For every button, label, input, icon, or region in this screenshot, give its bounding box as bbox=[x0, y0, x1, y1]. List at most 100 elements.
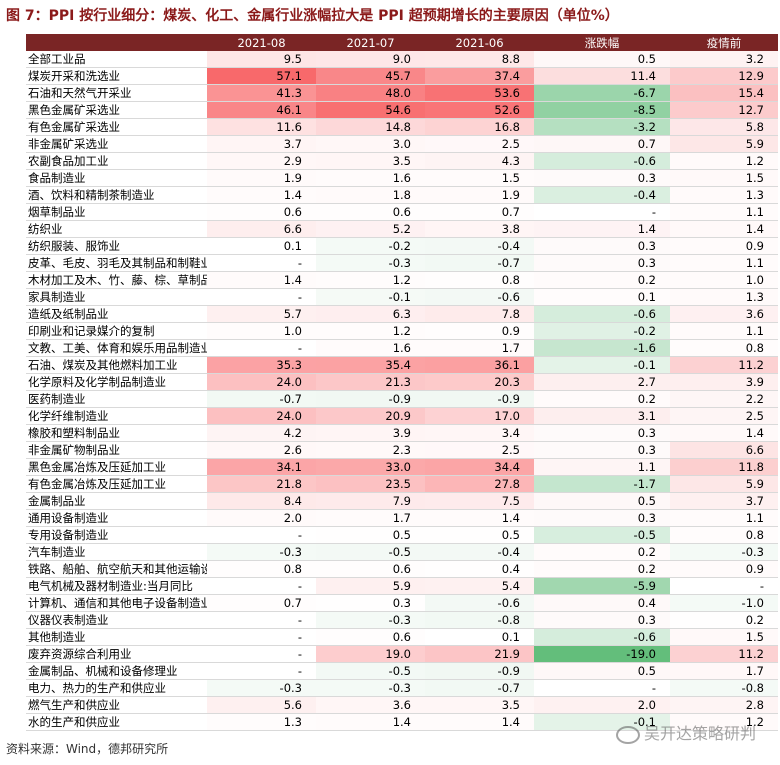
change-cell: -5.9 bbox=[534, 577, 670, 596]
value-2021-07-cell: 5.9 bbox=[316, 577, 425, 596]
value-2021-08-cell: 1.0 bbox=[207, 322, 316, 341]
value-2021-06-cell: 4.3 bbox=[425, 152, 534, 171]
industry-cell: 黑色金属冶炼及压延加工业 bbox=[26, 458, 207, 477]
industry-cell: 黑色金属矿采选业 bbox=[26, 101, 207, 120]
table-row: 食品制造业 1.9 1.6 1.5 0.3 1.5 bbox=[26, 169, 778, 188]
value-2021-08-cell: 9.5 bbox=[207, 51, 316, 69]
industry-cell: 纺织业 bbox=[26, 220, 207, 239]
industry-cell: 铁路、船舶、航空航天和其他运输设备制造业 bbox=[26, 560, 207, 579]
table-row: 文教、工美、体育和娱乐用品制造业 -1.6 1.7 -1.6 0.8 bbox=[26, 339, 778, 358]
pre-pandemic-cell: 0.9 bbox=[670, 237, 778, 256]
value-2021-06-cell: 7.5 bbox=[425, 492, 534, 511]
value-2021-06-cell: 0.9 bbox=[425, 322, 534, 341]
value-2021-07-cell: 2.3 bbox=[316, 441, 425, 460]
table-row: 化学纤维制造业 24.0 20.9 17.0 3.1 2.5 bbox=[26, 407, 778, 426]
value-2021-06-cell: -0.7 bbox=[425, 679, 534, 698]
pre-pandemic-cell: 1.1 bbox=[670, 254, 778, 273]
value-2021-07-cell: 7.9 bbox=[316, 492, 425, 511]
value-2021-07-cell: 3.6 bbox=[316, 696, 425, 715]
industry-cell: 非金属矿物制品业 bbox=[26, 441, 207, 460]
change-cell: 2.0 bbox=[534, 696, 670, 715]
header-cell-2021-07: 2021-07 bbox=[316, 34, 425, 51]
value-2021-07-cell: 1.2 bbox=[316, 271, 425, 290]
industry-cell: 煤炭开采和洗选业 bbox=[26, 67, 207, 86]
value-2021-07-cell: -0.3 bbox=[316, 679, 425, 698]
change-cell: 0.5 bbox=[534, 492, 670, 511]
value-2021-06-cell: 16.8 bbox=[425, 118, 534, 137]
value-2021-06-cell: 21.9 bbox=[425, 645, 534, 664]
value-2021-08-cell: 4.2 bbox=[207, 424, 316, 443]
change-cell: 1.1 bbox=[534, 458, 670, 477]
value-2021-06-cell: 8.8 bbox=[425, 51, 534, 69]
table-row: 纺织业 6.6 5.2 3.8 1.4 1.4 bbox=[26, 220, 778, 239]
table-row: 石油和天然气开采业 41.3 48.0 53.6 -6.7 15.4 bbox=[26, 84, 778, 103]
pre-pandemic-cell: 1.4 bbox=[670, 424, 778, 443]
value-2021-07-cell: 19.0 bbox=[316, 645, 425, 664]
industry-cell: 计算机、通信和其他电子设备制造业 bbox=[26, 594, 207, 613]
industry-cell: 金属制品、机械和设备修理业 bbox=[26, 662, 207, 681]
change-cell: - bbox=[534, 203, 670, 222]
pre-pandemic-cell: 1.0 bbox=[670, 271, 778, 290]
value-2021-08-cell: - bbox=[207, 645, 316, 664]
value-2021-08-cell: - bbox=[207, 339, 316, 358]
value-2021-06-cell: 37.4 bbox=[425, 67, 534, 86]
value-2021-07-cell: 0.5 bbox=[316, 526, 425, 545]
value-2021-08-cell: - bbox=[207, 577, 316, 596]
change-cell: 0.3 bbox=[534, 237, 670, 256]
table-row: 黑色金属矿采选业 46.1 54.6 52.6 -8.5 12.7 bbox=[26, 101, 778, 120]
industry-cell: 非金属矿采选业 bbox=[26, 135, 207, 154]
pre-pandemic-cell: -0.3 bbox=[670, 543, 778, 562]
value-2021-06-cell: 27.8 bbox=[425, 475, 534, 494]
value-2021-08-cell: 2.0 bbox=[207, 509, 316, 528]
pre-pandemic-cell: 1.5 bbox=[670, 628, 778, 647]
table-row: 电力、热力的生产和供应业 -0.3 -0.3 -0.7- -0.8 bbox=[26, 679, 778, 698]
pre-pandemic-cell: 1.1 bbox=[670, 203, 778, 222]
value-2021-08-cell: 6.6 bbox=[207, 220, 316, 239]
industry-cell: 电气机械及器材制造业:当月同比 bbox=[26, 577, 207, 596]
table-row: 计算机、通信和其他电子设备制造业 0.7 0.3 -0.6 0.4 -1.0 bbox=[26, 594, 778, 613]
industry-cell: 医药制造业 bbox=[26, 390, 207, 409]
change-cell: -0.5 bbox=[534, 526, 670, 545]
value-2021-08-cell: 24.0 bbox=[207, 407, 316, 426]
table-row: 农副食品加工业 2.9 3.5 4.3 -0.6 1.2 bbox=[26, 152, 778, 171]
pre-pandemic-cell: -0.8 bbox=[670, 679, 778, 698]
value-2021-06-cell: 3.4 bbox=[425, 424, 534, 443]
value-2021-06-cell: 3.5 bbox=[425, 696, 534, 715]
header-cell-2021-08: 2021-08 bbox=[207, 34, 316, 51]
value-2021-08-cell: 21.8 bbox=[207, 475, 316, 494]
pre-pandemic-cell: 1.7 bbox=[670, 662, 778, 681]
change-cell: 0.3 bbox=[534, 424, 670, 443]
value-2021-07-cell: 0.3 bbox=[316, 594, 425, 613]
value-2021-07-cell: -0.9 bbox=[316, 390, 425, 409]
change-cell: -8.5 bbox=[534, 101, 670, 120]
industry-cell: 水的生产和供应业 bbox=[26, 713, 207, 732]
industry-cell: 造纸及纸制品业 bbox=[26, 305, 207, 324]
table-row: 木材加工及木、竹、藤、棕、草制品业 1.4 1.2 0.8 0.2 1.0 bbox=[26, 271, 778, 290]
change-cell: 0.3 bbox=[534, 169, 670, 188]
change-cell: 1.4 bbox=[534, 220, 670, 239]
change-cell: -0.6 bbox=[534, 305, 670, 324]
value-2021-07-cell: 3.0 bbox=[316, 135, 425, 154]
change-cell: 0.2 bbox=[534, 390, 670, 409]
table-row: 电气机械及器材制造业:当月同比 -5.9 5.4 -5.9- bbox=[26, 577, 778, 596]
value-2021-07-cell: 54.6 bbox=[316, 101, 425, 120]
value-2021-06-cell: 3.8 bbox=[425, 220, 534, 239]
value-2021-06-cell: -0.9 bbox=[425, 390, 534, 409]
value-2021-06-cell: 0.5 bbox=[425, 526, 534, 545]
value-2021-08-cell: 35.3 bbox=[207, 356, 316, 375]
table-row: 金属制品业 8.4 7.9 7.5 0.5 3.7 bbox=[26, 492, 778, 511]
value-2021-06-cell: 7.8 bbox=[425, 305, 534, 324]
value-2021-08-cell: - bbox=[207, 662, 316, 681]
change-cell: -0.4 bbox=[534, 186, 670, 205]
pre-pandemic-cell: 1.3 bbox=[670, 186, 778, 205]
table-row: 铁路、船舶、航空航天和其他运输设备制造业0.80.60.40.20.9 bbox=[26, 560, 778, 579]
industry-cell: 皮革、毛皮、羽毛及其制品和制鞋业 bbox=[26, 254, 207, 273]
watermark-text: 吴开达策略研判 bbox=[643, 724, 756, 743]
value-2021-08-cell: -0.3 bbox=[207, 679, 316, 698]
industry-cell: 电力、热力的生产和供应业 bbox=[26, 679, 207, 698]
pre-pandemic-cell: 2.5 bbox=[670, 407, 778, 426]
pre-pandemic-cell: 1.1 bbox=[670, 322, 778, 341]
industry-cell: 有色金属矿采选业 bbox=[26, 118, 207, 137]
pre-pandemic-cell: 3.6 bbox=[670, 305, 778, 324]
figure-title: 图 7：PPI 按行业细分：煤炭、化工、金属行业涨幅拉大是 PPI 超预期增长的… bbox=[6, 8, 619, 24]
